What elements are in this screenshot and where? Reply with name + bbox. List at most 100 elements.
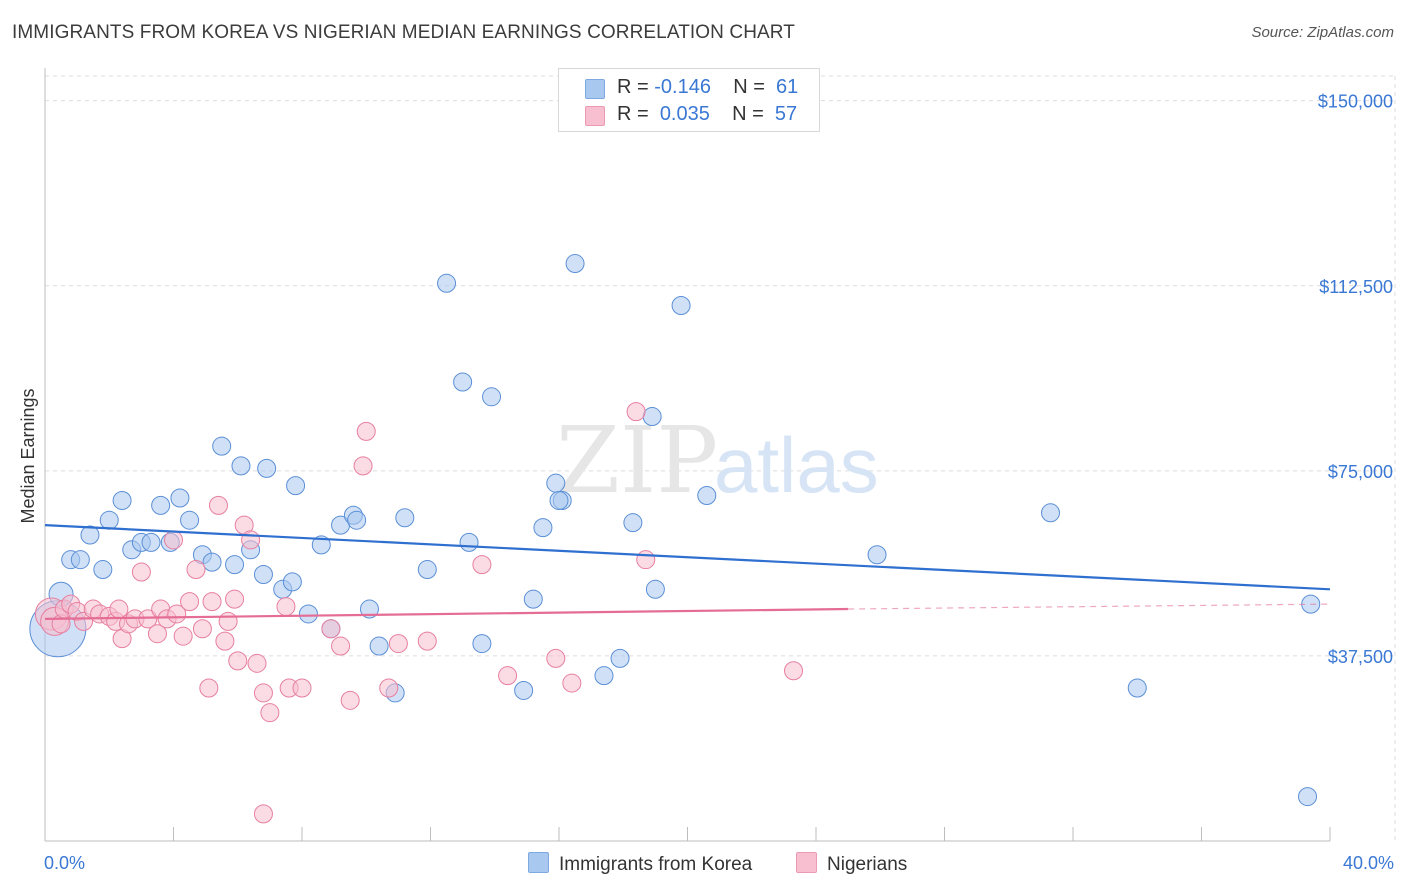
x-tick-label-1: 40.0%	[1343, 853, 1394, 873]
nigeria-point-36	[253, 683, 273, 703]
korea-point-54	[697, 486, 717, 506]
korea-point-24	[282, 572, 302, 592]
korea-point-14	[180, 510, 200, 530]
nigeria-point-52	[562, 673, 582, 693]
nigeria-point-47	[388, 634, 408, 654]
korea-point-18	[225, 555, 245, 575]
korea-point-37	[437, 273, 457, 293]
nigeria-point-20	[164, 530, 183, 550]
nigeria-point-26	[199, 678, 219, 698]
nigeria-point-25	[192, 619, 212, 639]
nigeria-points	[34, 402, 804, 824]
legend-item-korea: Immigrants from Korea	[528, 852, 752, 876]
korea-n-label: N =	[733, 76, 765, 98]
nigeria-point-54	[626, 402, 646, 422]
watermark: ZIP atlas	[556, 407, 879, 514]
watermark-zip: ZIP	[556, 407, 718, 514]
legend-item-nigeria: Nigerians	[796, 852, 907, 876]
nigeria-n-value: 57	[774, 103, 798, 125]
nigeria-point-40	[292, 678, 312, 698]
korea-point-50	[623, 513, 643, 533]
legend-nigeria-label: Nigerians	[827, 854, 908, 875]
korea-point-13	[170, 488, 190, 508]
korea-r-label: R =	[617, 76, 649, 98]
y-tick-label-0: $37,500	[1328, 647, 1393, 667]
nigeria-point-34	[241, 530, 261, 550]
nigeria-point-55	[784, 661, 804, 681]
nigeria-n-label: N =	[732, 103, 764, 125]
korea-point-11	[151, 495, 171, 515]
axes	[44, 68, 1331, 842]
korea-point-58	[1298, 787, 1318, 807]
nigeria-point-48	[417, 631, 437, 651]
korea-point-19	[231, 456, 251, 476]
nigeria-point-37	[260, 703, 280, 723]
korea-point-48	[594, 666, 614, 686]
korea-point-31	[347, 510, 367, 530]
nigeria-point-28	[208, 495, 228, 515]
nigeria-point-29	[215, 631, 235, 651]
nigeria-point-51	[546, 648, 566, 668]
trend-lines	[44, 524, 1331, 621]
nigeria-point-41	[321, 619, 341, 639]
korea-point-45	[546, 473, 566, 493]
korea-point-49	[610, 648, 630, 668]
nigeria-point-43	[340, 690, 360, 710]
nigeria-trend-line	[44, 607, 849, 621]
korea-point-38	[453, 372, 473, 392]
korea-point-56	[1041, 503, 1061, 523]
korea-point-3	[70, 550, 90, 570]
nigeria-swatch	[585, 106, 605, 126]
y-tick-label-3: $150,000	[1318, 92, 1393, 112]
korea-point-36	[417, 560, 437, 580]
korea-point-42	[514, 680, 534, 700]
nigeria-point-38	[276, 597, 296, 617]
y-tick-label-1: $75,000	[1328, 462, 1393, 482]
korea-trend-line	[44, 524, 1331, 591]
korea-point-51	[642, 407, 662, 427]
korea-point-40	[472, 634, 492, 654]
korea-point-43	[523, 589, 543, 609]
x-tick-label-0: 0.0%	[44, 853, 85, 873]
nigeria-point-53	[636, 550, 656, 570]
korea-points	[29, 254, 1321, 807]
nigeria-point-24	[186, 560, 206, 580]
korea-point-33	[369, 636, 389, 656]
korea-point-10	[141, 532, 161, 552]
korea-point-46	[565, 254, 585, 274]
source-label: Source: ZipAtlas.com	[1251, 24, 1394, 41]
korea-swatch	[585, 79, 605, 99]
y-axis-label: Median Earnings	[18, 388, 38, 523]
nigeria-point-45	[356, 421, 376, 441]
korea-point-41	[482, 387, 502, 407]
korea-point-26	[298, 604, 318, 624]
chart-title: IMMIGRANTS FROM KOREA VS NIGERIAN MEDIAN…	[12, 22, 795, 43]
korea-point-53	[671, 296, 691, 315]
nigeria-point-17	[147, 624, 167, 644]
nigeria-r-value: 0.035	[659, 103, 710, 125]
nigeria-point-22	[173, 626, 193, 646]
nigeria-point-56	[253, 804, 273, 824]
korea-point-44	[533, 518, 553, 538]
legend-korea-swatch	[528, 852, 549, 873]
korea-point-57	[1127, 678, 1147, 698]
nigeria-point-49	[472, 555, 492, 575]
nigeria-point-23	[180, 592, 200, 612]
korea-point-17	[212, 436, 232, 456]
nigeria-point-32	[228, 651, 248, 671]
korea-point-25	[286, 476, 306, 496]
nigeria-point-27	[202, 592, 222, 612]
korea-point-4	[80, 525, 100, 545]
korea-point-52	[645, 579, 665, 599]
nigeria-point-16	[138, 609, 158, 629]
korea-point-39	[459, 532, 479, 552]
korea-n-value: 61	[776, 76, 799, 98]
legend-korea-label: Immigrants from Korea	[559, 854, 753, 875]
legend-nigeria-swatch	[796, 852, 817, 873]
korea-point-55	[867, 545, 887, 565]
korea-point-32	[359, 599, 379, 619]
nigeria-point-42	[331, 636, 351, 656]
korea-point-5	[93, 560, 113, 580]
nigeria-point-46	[379, 678, 399, 698]
